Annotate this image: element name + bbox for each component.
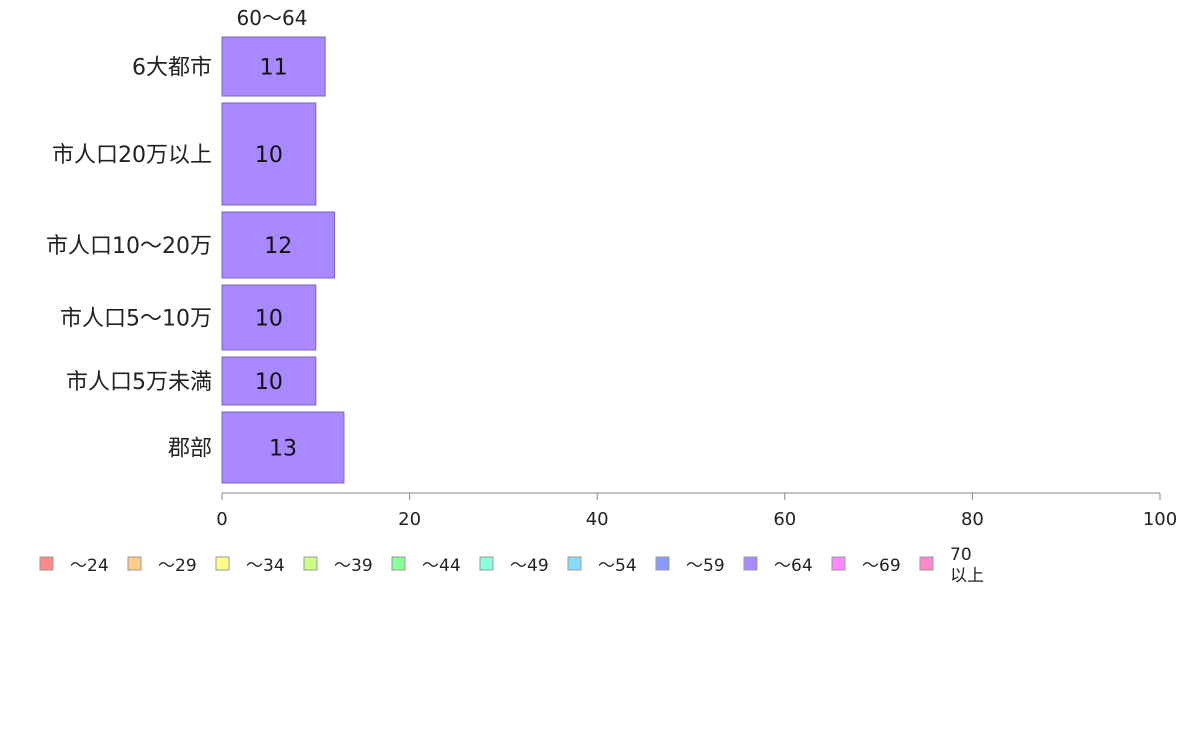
legend-swatch — [567, 556, 582, 571]
legend-label: 〜24 — [70, 556, 109, 576]
legend-swatch — [743, 556, 758, 571]
legend-label: 〜69 — [862, 556, 901, 576]
data-label: 12 — [264, 234, 292, 259]
series-header-label: 60〜64 — [237, 6, 308, 30]
x-tick-label: 100 — [1143, 509, 1177, 530]
x-tick-label: 40 — [586, 509, 609, 530]
x-tick-label: 60 — [773, 509, 796, 530]
category-label: 市人口5万未満 — [66, 370, 212, 395]
category-label: 市人口20万以上 — [52, 143, 212, 168]
bar-2 — [221, 102, 317, 206]
bars-group: 60〜64 11 10 12 10 10 13 — [221, 6, 345, 484]
legend-swatch — [215, 556, 230, 571]
bar-6 — [221, 411, 345, 484]
legend-label: 〜54 — [598, 556, 637, 576]
bar-5 — [221, 356, 317, 406]
legend-swatch — [831, 556, 846, 571]
legend-swatch — [39, 556, 54, 571]
legend-swatch — [127, 556, 142, 571]
legend-label: 〜39 — [334, 556, 373, 576]
category-label: 市人口5〜10万 — [60, 307, 212, 332]
bar-4 — [221, 284, 317, 351]
legend-label: 〜29 — [158, 556, 197, 576]
data-label: 13 — [269, 437, 297, 462]
bar-1 — [221, 36, 326, 97]
legend-swatch — [655, 556, 670, 571]
category-label: 市人口10〜20万 — [46, 234, 212, 259]
legend-label: 70 以上 — [950, 545, 984, 586]
data-label: 10 — [255, 370, 283, 395]
legend-label: 〜64 — [774, 556, 813, 576]
legend-label: 〜44 — [422, 556, 461, 576]
x-tick-label: 80 — [961, 509, 984, 530]
category-label: 6大都市 — [132, 56, 212, 81]
legend-swatch — [303, 556, 318, 571]
legend-swatch — [919, 556, 934, 571]
bar-3 — [221, 211, 336, 279]
x-tick-label: 0 — [216, 509, 227, 530]
x-axis: 0 20 40 60 80 100 — [216, 492, 1177, 530]
legend-swatch — [391, 556, 406, 571]
legend-label: 〜49 — [510, 556, 549, 576]
data-label: 10 — [255, 307, 283, 332]
category-label: 郡部 — [168, 437, 212, 462]
legend-label: 〜59 — [686, 556, 725, 576]
x-tick-label: 20 — [398, 509, 421, 530]
legend-label: 〜34 — [246, 556, 285, 576]
legend-swatch — [479, 556, 494, 571]
data-label: 11 — [260, 56, 288, 81]
data-label: 10 — [255, 143, 283, 168]
legend: 〜24 〜29 〜34 〜39 〜44 〜49 〜54 〜59 〜64 〜69 70 以上 — [39, 545, 984, 586]
